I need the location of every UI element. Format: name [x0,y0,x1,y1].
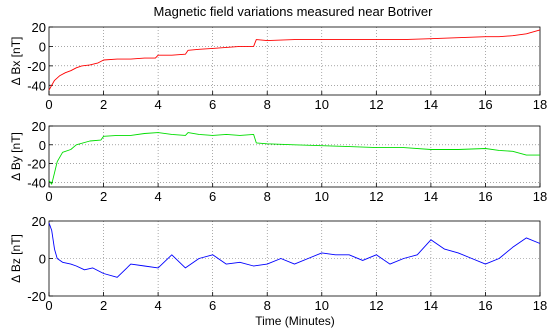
x-tick-label: 16 [478,298,492,313]
x-tick-label: 0 [45,97,52,112]
x-axis-label: Time (Minutes) [255,314,335,328]
y-tick-label: 0 [39,252,46,267]
x-tick-label: 12 [369,298,383,313]
x-tick-label: 16 [478,97,492,112]
x-tick-label: 8 [264,189,271,204]
x-tick-label: 16 [478,189,492,204]
x-tick-label: 0 [45,298,52,313]
x-tick-label: 2 [100,189,107,204]
y-tick-label: 20 [32,119,46,134]
series-line-2 [48,132,540,185]
x-tick-label: 14 [424,298,438,313]
x-tick-label: 10 [315,97,329,112]
x-tick-label: 18 [533,97,547,112]
x-tick-label: 10 [315,298,329,313]
y-tick-label: -40 [27,175,46,190]
x-tick-label: 12 [369,189,383,204]
panel-frame [48,125,541,188]
x-tick-label: 2 [100,298,107,313]
y-tick-label: -20 [27,289,46,304]
y-tick-label: 0 [39,138,46,153]
x-tick-label: 8 [264,298,271,313]
y-axis-label: Δ Bx [nT] [9,37,23,86]
x-tick-label: 4 [154,189,161,204]
y-tick-label: -20 [27,59,46,74]
series-line-3 [48,222,541,278]
y-axis-label: Δ Bz [nT] [9,234,23,283]
panel-frame [48,220,541,297]
y-axis-label: Δ By [nT] [9,132,23,181]
x-tick-label: 2 [100,97,107,112]
x-tick-label: 14 [424,189,438,204]
y-tick-label: -40 [27,78,46,93]
x-tick-label: 10 [315,189,329,204]
x-tick-label: 18 [533,189,547,204]
x-tick-label: 8 [264,97,271,112]
x-tick-label: 4 [154,97,161,112]
x-tick-label: 18 [533,298,547,313]
x-tick-label: 6 [209,189,216,204]
x-tick-label: 6 [209,298,216,313]
y-tick-label: 0 [39,39,46,54]
x-tick-label: 6 [209,97,216,112]
x-tick-label: 14 [424,97,438,112]
x-tick-label: 4 [154,298,161,313]
panel-frame [48,26,541,96]
x-tick-label: 0 [45,189,52,204]
y-tick-label: 20 [32,20,46,35]
chart-title: Magnetic field variations measured near … [154,4,434,19]
series-line-1 [48,29,541,91]
panel-2: 0 2 4 6 8 10 12 14 16 18 20 0 -20 -40 Δ By [nT] [9,119,547,204]
panel-1: 0 2 4 6 8 10 12 14 16 18 20 0 -20 -40 Δ Bx [nT] [9,20,547,112]
x-tick-label: 12 [369,97,383,112]
y-tick-label: 20 [32,214,46,229]
y-tick-label: -20 [27,157,46,172]
